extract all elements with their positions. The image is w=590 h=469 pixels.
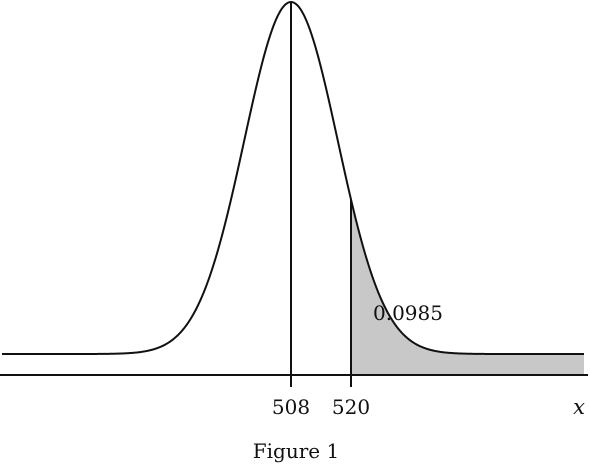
normal-curve [2,0,584,355]
shaded-tail-region [351,199,584,375]
x-axis-label: x [573,395,585,419]
tick-label-520: 520 [332,395,370,419]
figure-caption: Figure 1 [253,439,339,463]
tick-label-508: 508 [272,395,310,419]
area-label: 0.0985 [373,301,443,325]
